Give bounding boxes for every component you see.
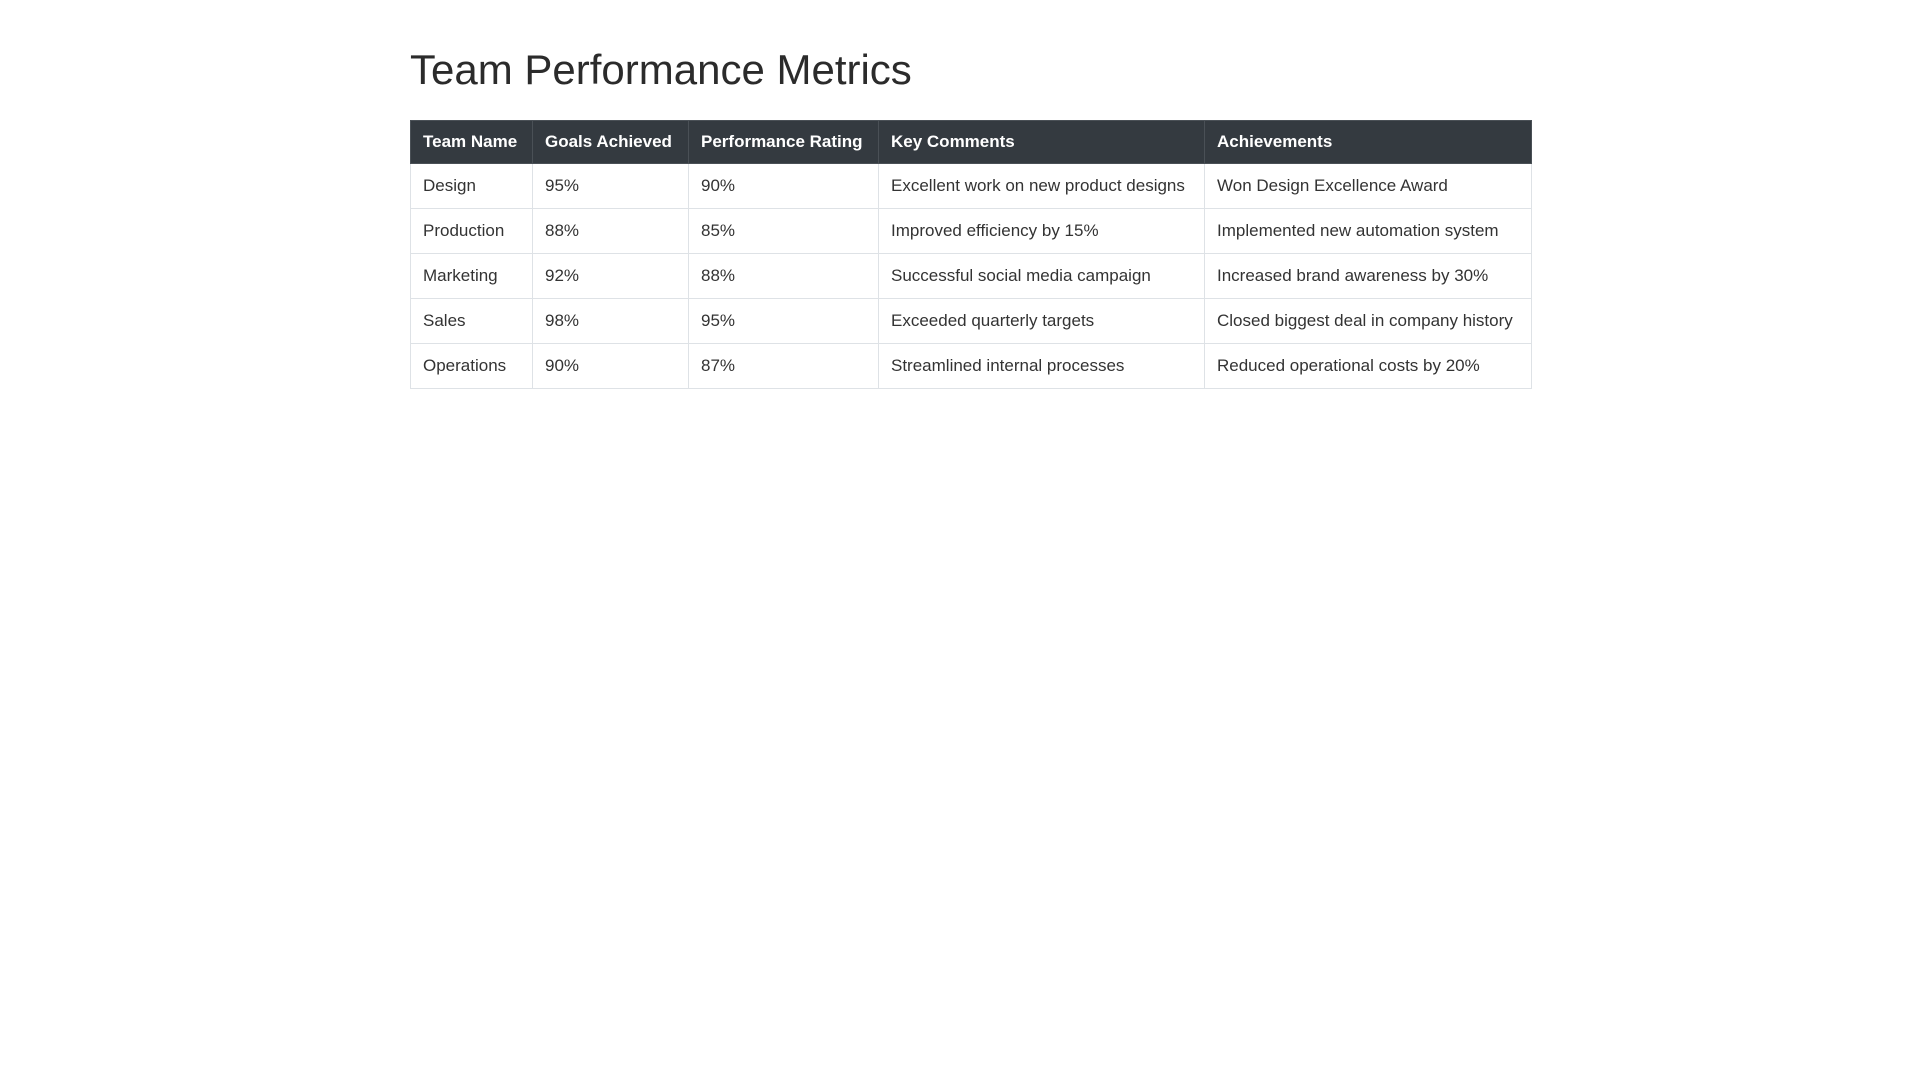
progress-track: 87% <box>701 356 866 376</box>
progress-track: 90% <box>701 176 866 196</box>
key-comment: Excellent work on new product designs <box>878 163 1205 209</box>
column-header: Achievements <box>1204 120 1532 164</box>
achievement: Increased brand awareness by 30% <box>1204 253 1532 299</box>
table-row: Sales 98% 95% Exceeded quarterly targets Clo… <box>410 298 1532 344</box>
progress-label: 88% <box>701 266 736 285</box>
column-header: Team Name <box>410 120 533 164</box>
page-title: Team Performance Metrics <box>410 46 912 93</box>
goals-achieved: 88% <box>532 208 689 254</box>
team-name: Sales <box>410 298 533 344</box>
achievement: Closed biggest deal in company history <box>1204 298 1532 344</box>
column-header: Key Comments <box>878 120 1205 164</box>
team-name: Marketing <box>410 253 533 299</box>
performance-rating: 85% <box>688 208 879 254</box>
table-row: Design 95% 90% Excellent work on new produc… <box>410 163 1532 209</box>
goals-achieved: 98% <box>532 298 689 344</box>
table-row: Production 88% 85% Improved efficiency by 1… <box>410 208 1532 254</box>
goals-achieved: 90% <box>532 343 689 389</box>
content: Team Performance Metrics Team Name Goals … <box>410 44 1532 389</box>
progress-label: 90% <box>701 176 736 195</box>
key-comment: Successful social media campaign <box>878 253 1205 299</box>
team-name: Operations <box>410 343 533 389</box>
progress-track: 95% <box>701 311 866 331</box>
table-body: Design 95% 90% Excellent work on new produc… <box>410 163 1532 389</box>
key-comment: Exceeded quarterly targets <box>878 298 1205 344</box>
performance-rating: 88% <box>688 253 879 299</box>
achievement: Implemented new automation system <box>1204 208 1532 254</box>
progress-label: 87% <box>701 356 736 375</box>
column-header: Goals Achieved <box>532 120 689 164</box>
column-header: Performance Rating <box>688 120 879 164</box>
goals-achieved: 95% <box>532 163 689 209</box>
key-comment: Improved efficiency by 15% <box>878 208 1205 254</box>
performance-rating: 95% <box>688 298 879 344</box>
table-row: Operations 90% 87% Streamlined internal pro… <box>410 343 1532 389</box>
progress-track: 85% <box>701 221 866 241</box>
progress-label: 95% <box>701 311 736 330</box>
progress-label: 85% <box>701 221 736 240</box>
performance-rating: 87% <box>688 343 879 389</box>
achievement: Reduced operational costs by 20% <box>1204 343 1532 389</box>
key-comment: Streamlined internal processes <box>878 343 1205 389</box>
achievement: Won Design Excellence Award <box>1204 163 1532 209</box>
table-row: Marketing 92% 88% Successful social media c… <box>410 253 1532 299</box>
header-row: Team Name Goals Achieved Performance Ratin… <box>410 120 1532 164</box>
goals-achieved: 92% <box>532 253 689 299</box>
team-name: Production <box>410 208 533 254</box>
metrics-table: Team Name Goals Achieved Performance Ratin… <box>410 120 1532 389</box>
progress-track: 88% <box>701 266 866 286</box>
performance-rating: 90% <box>688 163 879 209</box>
team-name: Design <box>410 163 533 209</box>
